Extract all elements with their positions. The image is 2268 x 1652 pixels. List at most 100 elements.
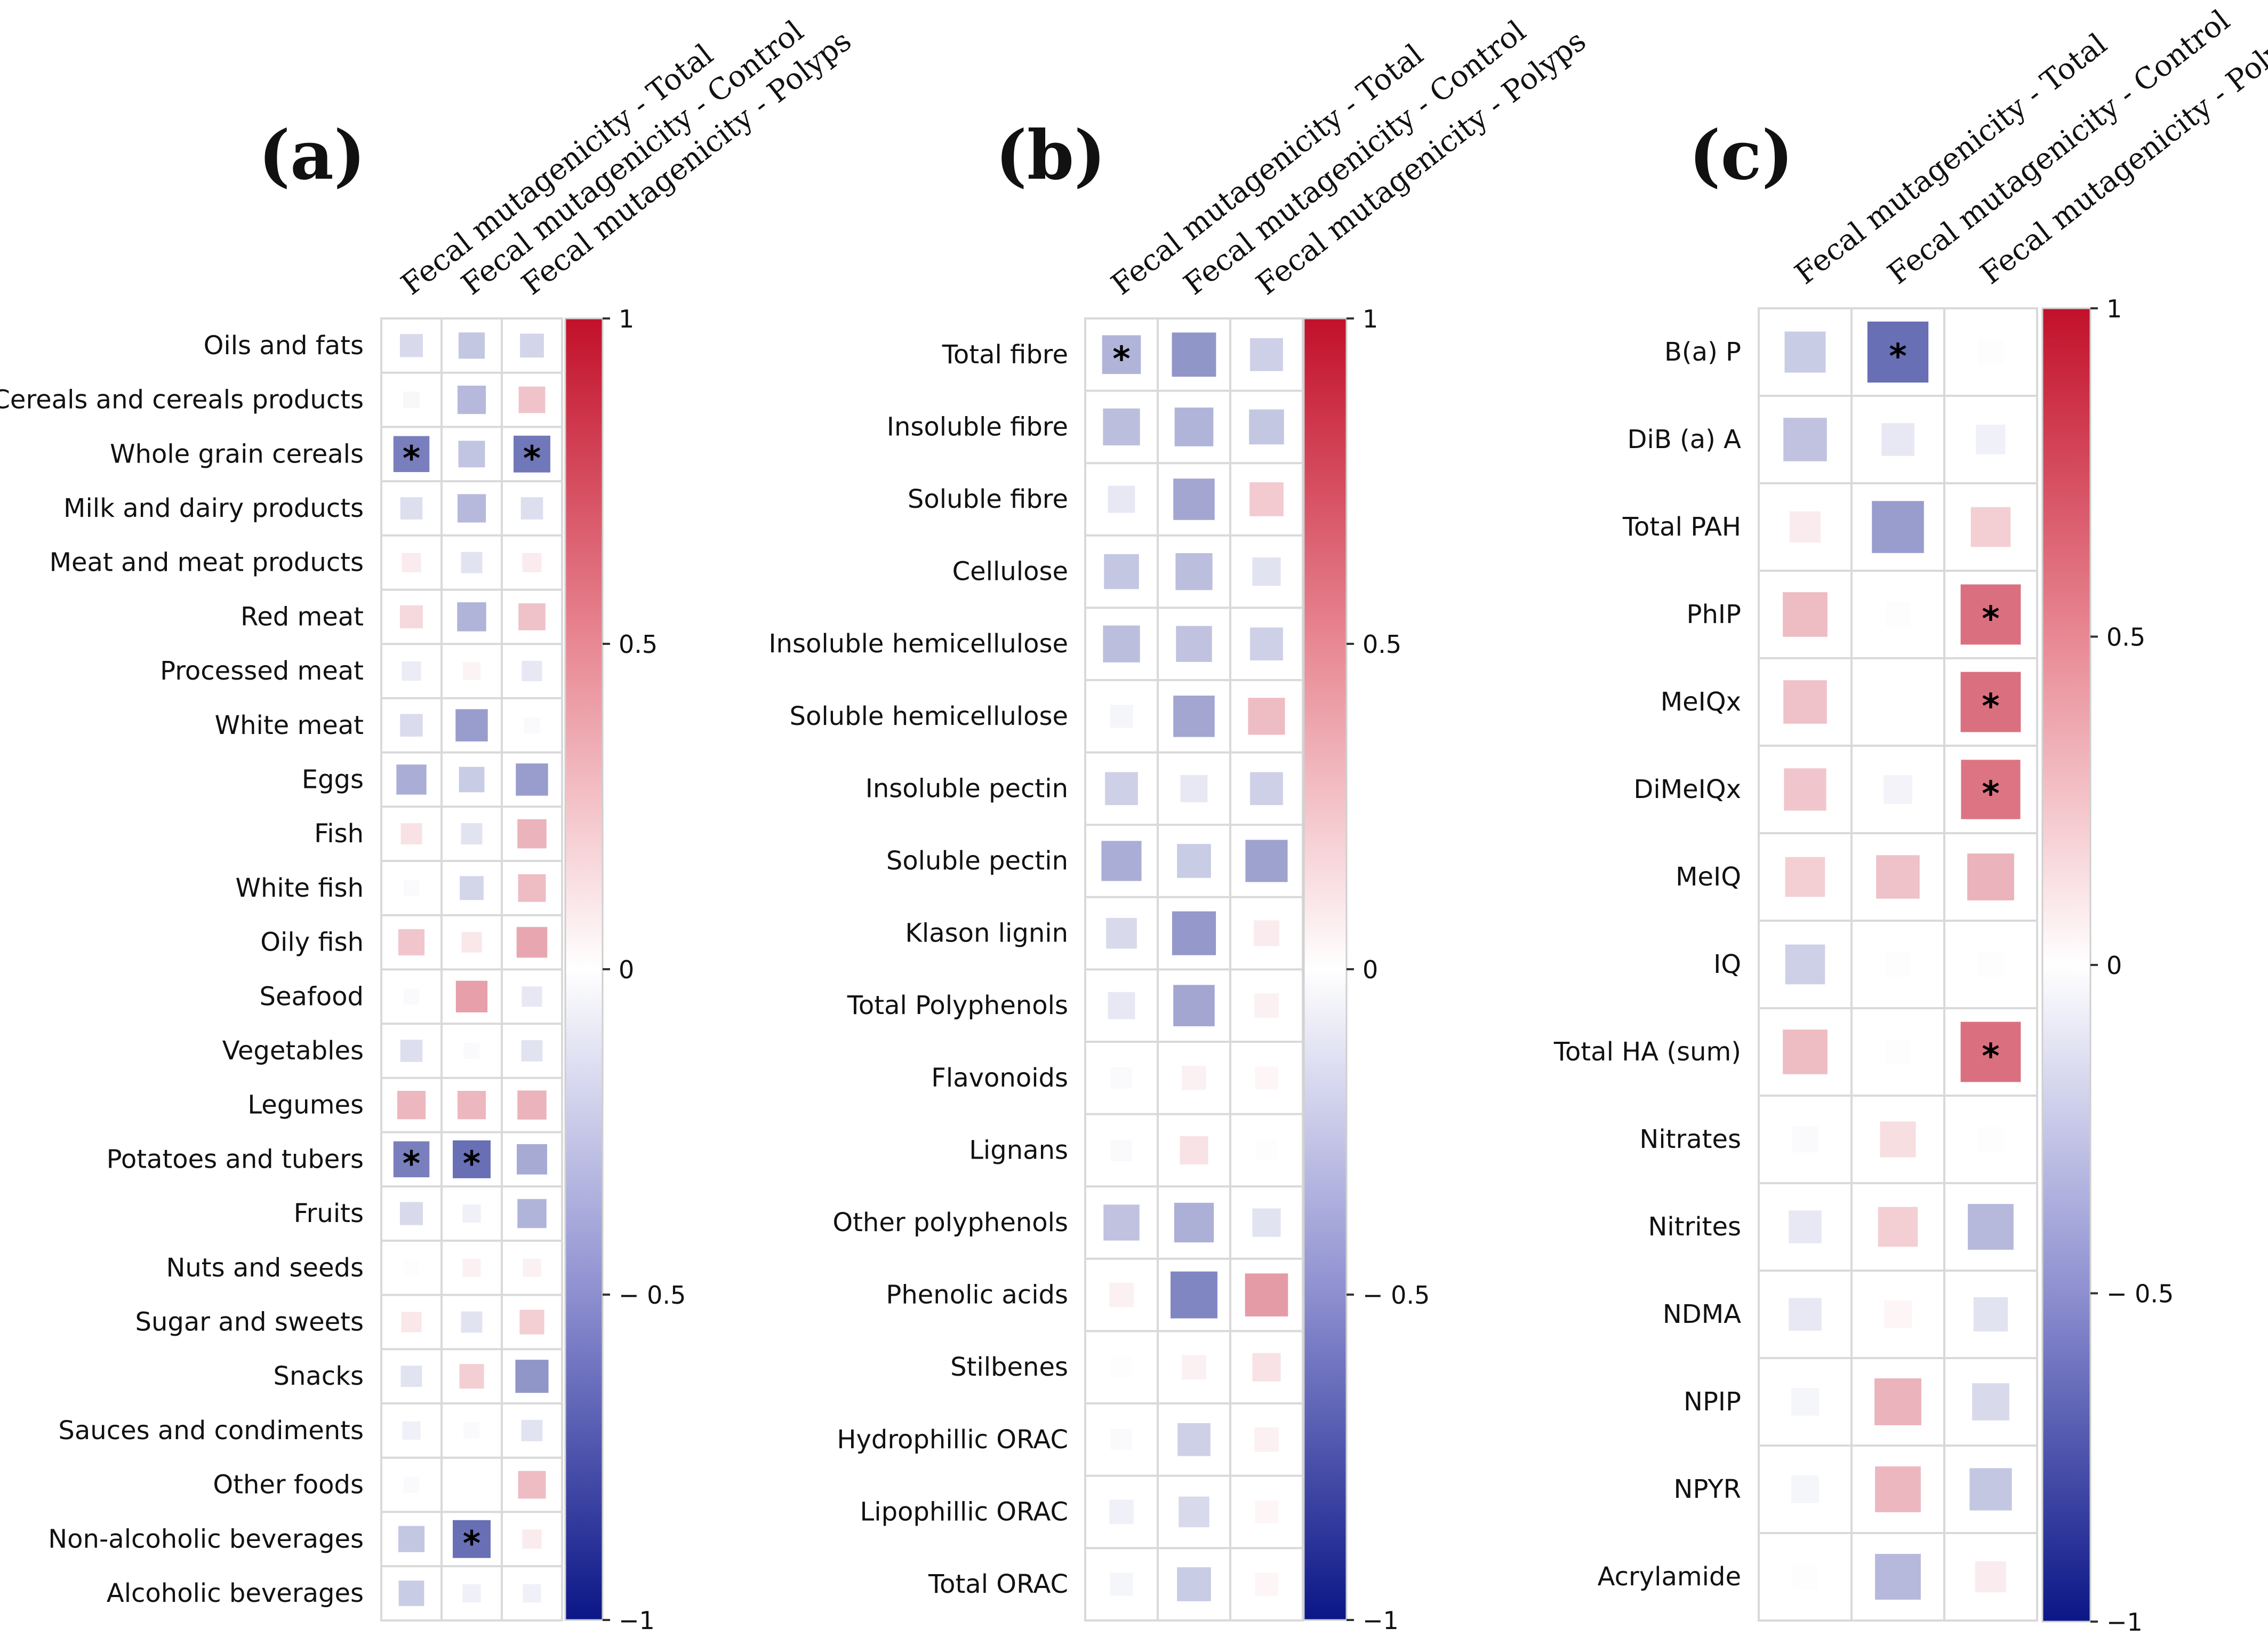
colorbar-tick-label: − 0.5	[1363, 1281, 1430, 1310]
correlation-cell	[459, 1364, 484, 1389]
correlation-cell	[400, 497, 423, 520]
correlation-cell	[517, 819, 547, 849]
row-label: Snacks	[274, 1361, 364, 1391]
correlation-cell	[1176, 626, 1212, 662]
row-label: Other polyphenols	[832, 1208, 1068, 1238]
correlation-cell	[404, 1260, 419, 1276]
correlation-cell	[1960, 584, 2021, 645]
correlation-cell	[457, 494, 486, 523]
correlation-cell	[1255, 1500, 1278, 1523]
correlation-cell	[1249, 482, 1284, 516]
correlation-cell	[1174, 1202, 1214, 1243]
correlation-cell	[461, 1311, 483, 1333]
row-label: B(a) P	[1664, 337, 1741, 367]
row-label: Milk and dairy products	[63, 493, 364, 523]
significance-star: *	[463, 1524, 480, 1563]
correlation-cell	[1250, 772, 1283, 805]
correlation-cell	[521, 1419, 543, 1441]
row-label: Total ORAC	[928, 1569, 1068, 1599]
correlation-cell	[1103, 408, 1140, 445]
correlation-cell	[460, 876, 484, 900]
correlation-cell	[462, 662, 481, 680]
colorbar-tick-label: 0	[2106, 951, 2122, 980]
correlation-cell	[1177, 1567, 1211, 1601]
row-label: Acrylamide	[1598, 1562, 1741, 1592]
row-label: Meat and meat products	[50, 548, 364, 578]
correlation-cell	[461, 552, 483, 573]
correlation-cell	[463, 1422, 480, 1439]
column-label: Fecal mutagenicity - Control	[1881, 3, 2236, 291]
row-label: Whole grain cereals	[110, 439, 364, 469]
colorbar-tick-label: 1	[1363, 305, 1378, 333]
row-label: Total Polyphenols	[847, 991, 1068, 1020]
colorbar-tick-label: − 0.5	[2106, 1280, 2174, 1308]
correlation-cell	[1792, 1564, 1818, 1590]
colorbar-tick-label: 0.5	[1363, 630, 1401, 659]
row-label: Fruits	[294, 1199, 364, 1228]
correlation-cell	[398, 1526, 425, 1552]
correlation-cell	[455, 980, 488, 1012]
row-label: Nitrates	[1639, 1124, 1741, 1154]
correlation-cell	[515, 1360, 549, 1393]
correlation-cell	[1978, 339, 2003, 365]
row-label: Potatoes and tubers	[107, 1144, 364, 1174]
correlation-cell	[463, 1042, 480, 1059]
correlation-cell	[1789, 1298, 1822, 1331]
correlation-cell	[1102, 335, 1141, 374]
correlation-cell	[1104, 554, 1139, 589]
correlation-cell	[1875, 1466, 1921, 1512]
row-label: DiB (a) A	[1628, 425, 1742, 454]
correlation-cell	[516, 927, 548, 958]
correlation-cell	[1867, 321, 1929, 383]
row-label: Red meat	[241, 602, 364, 632]
correlation-cell	[396, 764, 427, 795]
correlation-cell	[1105, 772, 1138, 805]
correlation-cell	[1791, 1387, 1820, 1416]
correlation-cell	[514, 435, 550, 473]
correlation-cell	[1784, 768, 1826, 811]
correlation-cell	[457, 1091, 486, 1120]
correlation-cell	[403, 988, 420, 1005]
correlation-cell	[1172, 332, 1216, 377]
correlation-cell	[518, 386, 546, 413]
correlation-cell	[1182, 1065, 1206, 1090]
row-label: Klason lignin	[905, 919, 1068, 948]
correlation-cell	[523, 1258, 541, 1277]
correlation-cell	[1978, 952, 2003, 977]
row-label: MeIQx	[1661, 687, 1741, 717]
colorbar-tick-label: 0.5	[619, 630, 658, 659]
correlation-cell	[1875, 1554, 1921, 1600]
correlation-cell	[399, 1202, 423, 1225]
correlation-cell	[1256, 1140, 1277, 1161]
row-label: Cereals and cereals products	[0, 385, 364, 415]
significance-star: *	[1982, 687, 1999, 727]
significance-star: *	[1982, 1037, 1999, 1076]
row-label: Total HA (sum)	[1553, 1037, 1741, 1067]
correlation-cell	[524, 717, 540, 733]
correlation-cell	[397, 1091, 426, 1120]
correlation-cell	[401, 1312, 422, 1332]
row-label: NPYR	[1674, 1474, 1741, 1504]
correlation-cell	[517, 1144, 547, 1175]
row-label: Soluble pectin	[886, 846, 1068, 876]
row-label: Total PAH	[1622, 512, 1741, 542]
row-label: White fish	[236, 873, 364, 903]
correlation-cell	[1109, 1282, 1134, 1307]
correlation-cell	[1103, 1204, 1140, 1241]
correlation-cell	[1978, 1127, 2003, 1152]
correlation-cell	[522, 986, 542, 1007]
correlation-cell	[1970, 507, 2011, 547]
colorbar	[564, 317, 604, 1621]
column-label: Fecal mutagenicity - Polyps	[1974, 13, 2268, 291]
correlation-cell	[393, 436, 430, 472]
row-label: Nuts and seeds	[166, 1253, 364, 1283]
correlation-cell	[1886, 690, 1910, 714]
row-label: Non-alcoholic beverages	[48, 1524, 364, 1554]
row-label: Eggs	[302, 764, 364, 794]
correlation-cell	[393, 1141, 430, 1178]
correlation-cell	[402, 1421, 421, 1440]
significance-star: *	[463, 1144, 480, 1184]
correlation-cell	[1252, 1353, 1281, 1382]
row-label: PhIP	[1687, 600, 1741, 629]
